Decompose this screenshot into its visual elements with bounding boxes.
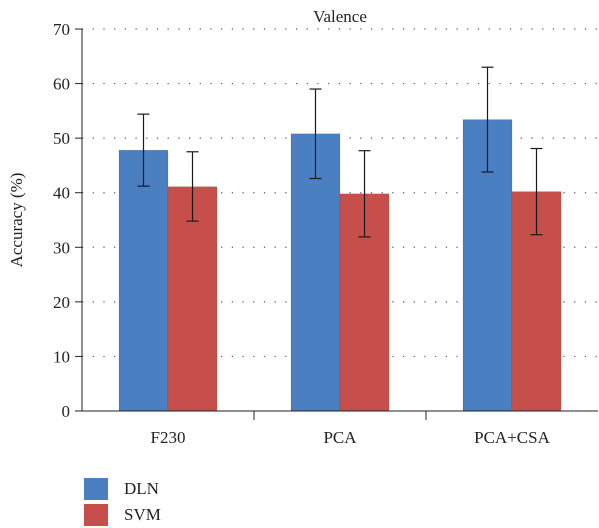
y-tick-label-60: 60	[53, 75, 70, 94]
y-tick-label-50: 50	[53, 129, 70, 148]
bar-svm-0	[167, 186, 218, 412]
legend: DLN SVM	[84, 476, 161, 528]
y-axis-label: Accuracy (%)	[7, 173, 26, 268]
x-tick-label-pca: PCA	[323, 428, 357, 447]
legend-label-svm: SVM	[124, 505, 161, 524]
legend-swatch-svm	[84, 504, 108, 526]
legend-label-dln: DLN	[124, 479, 159, 498]
x-tick-label-f230: F230	[151, 428, 186, 447]
bar-chart: Valence Accuracy (%) 0 10 20 30 40 50 60 70 F230…	[7, 7, 598, 447]
tick-labels: 0 10 20 30 40 50 60 70 F230 PCA PCA+CSA	[53, 20, 551, 447]
bars	[118, 119, 562, 412]
y-tick-label-40: 40	[53, 184, 70, 203]
y-tick-label-0: 0	[62, 402, 71, 421]
axes	[75, 28, 598, 420]
legend-item-svm: SVM	[84, 502, 161, 528]
error-bars	[137, 66, 543, 238]
chart-title: Valence	[313, 7, 367, 26]
y-tick-label-20: 20	[53, 293, 70, 312]
legend-item-dln: DLN	[84, 476, 161, 502]
x-tick-label-pca-csa: PCA+CSA	[474, 428, 550, 447]
y-tick-label-10: 10	[53, 347, 70, 366]
bar-dln-0	[118, 149, 169, 412]
y-tick-label-30: 30	[53, 238, 70, 257]
y-tick-label-70: 70	[53, 20, 70, 39]
legend-swatch-dln	[84, 478, 108, 500]
